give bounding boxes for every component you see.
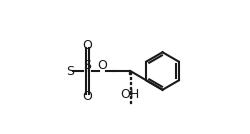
Text: OH: OH <box>121 88 140 100</box>
Text: S: S <box>84 59 92 72</box>
Text: O: O <box>82 39 92 52</box>
Polygon shape <box>130 77 131 79</box>
Polygon shape <box>130 72 131 75</box>
Polygon shape <box>130 96 131 98</box>
Polygon shape <box>130 87 131 89</box>
Polygon shape <box>130 92 131 94</box>
Text: O: O <box>97 59 107 72</box>
Text: S: S <box>66 64 74 78</box>
Text: O: O <box>82 90 92 103</box>
Polygon shape <box>130 82 131 84</box>
